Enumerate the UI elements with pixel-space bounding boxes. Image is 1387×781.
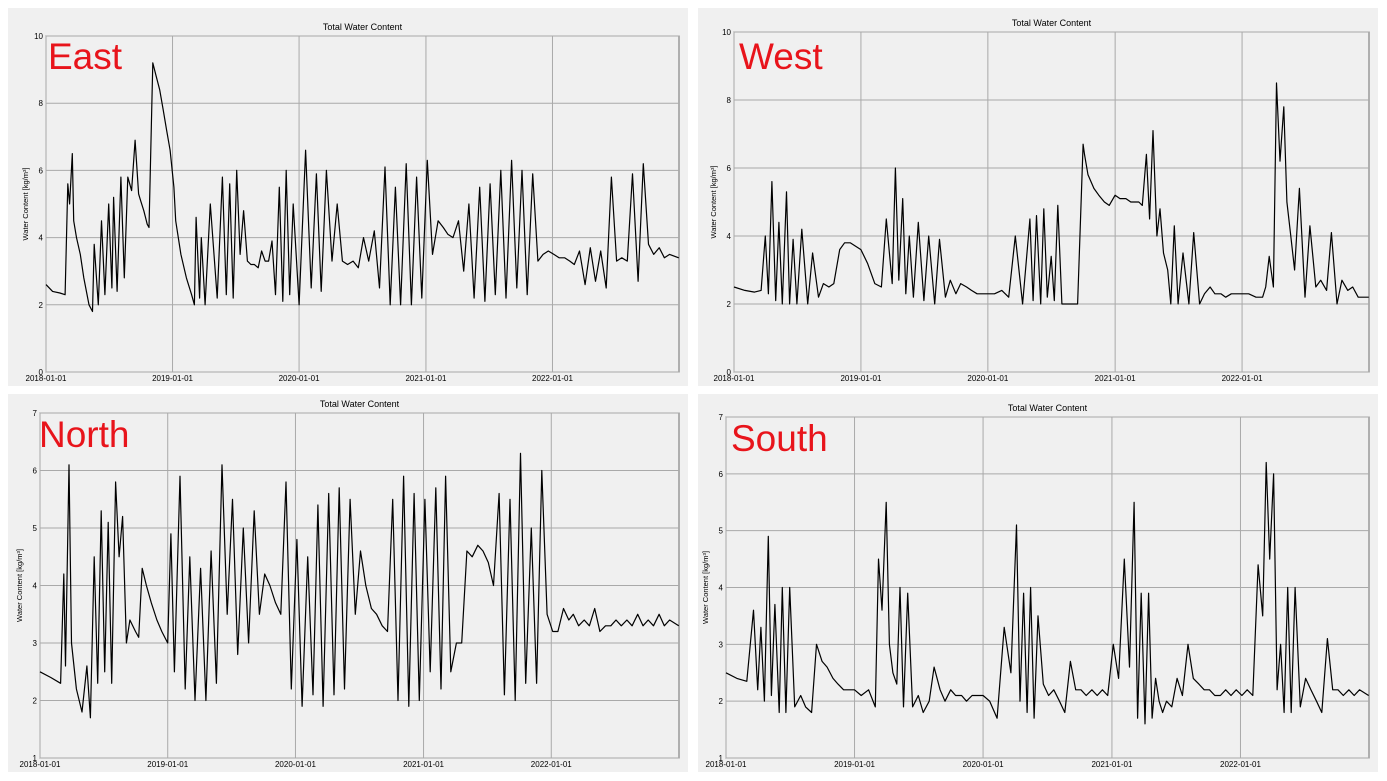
x-tick-label: 2020-01-01 — [967, 374, 1008, 383]
y-tick-label: 6 — [719, 470, 724, 479]
x-tick-label: 2020-01-01 — [279, 374, 320, 383]
y-axis-label: Water Content [kg/m³] — [709, 165, 718, 238]
y-tick-label: 6 — [33, 467, 38, 476]
y-axis-label: Water Content [kg/m³] — [15, 549, 24, 622]
y-tick-label: 2 — [39, 301, 44, 310]
chart-panel-west: 0 2 4 6 8 10 2018-01-01 2019-01-01 2020-01-01 202… — [698, 8, 1378, 386]
y-tick-label: 4 — [719, 584, 724, 593]
x-tick-label: 2022-01-01 — [1220, 760, 1261, 769]
chart-svg-north: 1 2 3 4 5 6 7 2018-01-01 2019-01-01 2020-01-01 202… — [15, 399, 680, 769]
x-tick-label: 2018-01-01 — [714, 374, 755, 383]
x-tick-label: 2020-01-01 — [275, 760, 316, 769]
panel-label-west: West — [739, 36, 823, 77]
y-tick-label: 10 — [722, 28, 731, 37]
x-tick-label: 2021-01-01 — [1091, 760, 1132, 769]
y-tick-label: 4 — [727, 232, 732, 241]
x-tick-label: 2018-01-01 — [20, 760, 61, 769]
plot-area — [45, 35, 680, 373]
chart-svg-east: 0 2 4 6 8 10 2018-01-01 2019-01-01 2020-01-01 202… — [21, 22, 680, 383]
plot-area — [733, 31, 1370, 373]
series-line-east — [45, 62, 679, 313]
panel-label-south: South — [731, 418, 828, 459]
y-tick-label: 2 — [727, 300, 732, 309]
y-tick-label: 5 — [33, 524, 38, 533]
x-tick-label: 2019-01-01 — [147, 760, 188, 769]
y-tick-label: 7 — [33, 409, 38, 418]
x-tick-label: 2021-01-01 — [1095, 374, 1136, 383]
y-tick-label: 10 — [34, 32, 43, 41]
chart-svg-south: 1 2 3 4 5 6 7 2018-01-01 2019-01-01 2020-01-01 202… — [701, 403, 1370, 769]
y-tick-label: 7 — [719, 413, 724, 422]
chart-title: Total Water Content — [1008, 403, 1088, 413]
x-tick-label: 2020-01-01 — [963, 760, 1004, 769]
x-tick-label: 2022-01-01 — [532, 374, 573, 383]
panel-label-north: North — [39, 414, 130, 455]
y-tick-label: 2 — [33, 697, 38, 706]
series-line-north — [39, 452, 680, 719]
y-tick-label: 0 — [727, 368, 732, 377]
chart-title: Total Water Content — [323, 22, 403, 32]
y-tick-label: 6 — [727, 164, 732, 173]
chart-title: Total Water Content — [1012, 18, 1092, 28]
x-tick-label: 2022-01-01 — [1222, 374, 1263, 383]
y-tick-label: 8 — [39, 99, 44, 108]
y-tick-label: 3 — [33, 639, 38, 648]
chart-panel-north: 1 2 3 4 5 6 7 2018-01-01 2019-01-01 2020-01-01 202… — [8, 394, 688, 772]
y-tick-label: 0 — [39, 368, 44, 377]
x-tick-label: 2021-01-01 — [403, 760, 444, 769]
y-tick-label: 4 — [33, 582, 38, 591]
x-tick-label: 2018-01-01 — [26, 374, 67, 383]
y-tick-label: 8 — [727, 96, 732, 105]
x-tick-label: 2021-01-01 — [405, 374, 446, 383]
x-tick-label: 2019-01-01 — [834, 760, 875, 769]
chart-svg-west: 0 2 4 6 8 10 2018-01-01 2019-01-01 2020-01-01 202… — [709, 18, 1370, 383]
y-axis-label: Water Content [kg/m³] — [701, 551, 710, 624]
y-tick-label: 5 — [719, 527, 724, 536]
x-tick-label: 2022-01-01 — [531, 760, 572, 769]
x-tick-label: 2019-01-01 — [152, 374, 193, 383]
chart-title: Total Water Content — [320, 399, 400, 409]
y-tick-label: 1 — [33, 754, 38, 763]
y-tick-label: 2 — [719, 697, 724, 706]
y-tick-label: 6 — [39, 166, 44, 175]
panel-label-east: East — [48, 36, 123, 77]
x-tick-label: 2019-01-01 — [840, 374, 881, 383]
chart-panel-south: 1 2 3 4 5 6 7 2018-01-01 2019-01-01 2020-01-01 202… — [698, 394, 1378, 772]
y-tick-label: 4 — [39, 234, 44, 243]
series-line-west — [733, 82, 1369, 305]
y-tick-label: 3 — [719, 640, 724, 649]
series-line-south — [725, 461, 1369, 725]
y-axis-label: Water Content [kg/m³] — [21, 167, 30, 240]
x-tick-label: 2018-01-01 — [706, 760, 747, 769]
chart-panel-east: 0 2 4 6 8 10 2018-01-01 2019-01-01 2020-01-01 202… — [8, 8, 688, 386]
y-tick-label: 1 — [719, 754, 724, 763]
